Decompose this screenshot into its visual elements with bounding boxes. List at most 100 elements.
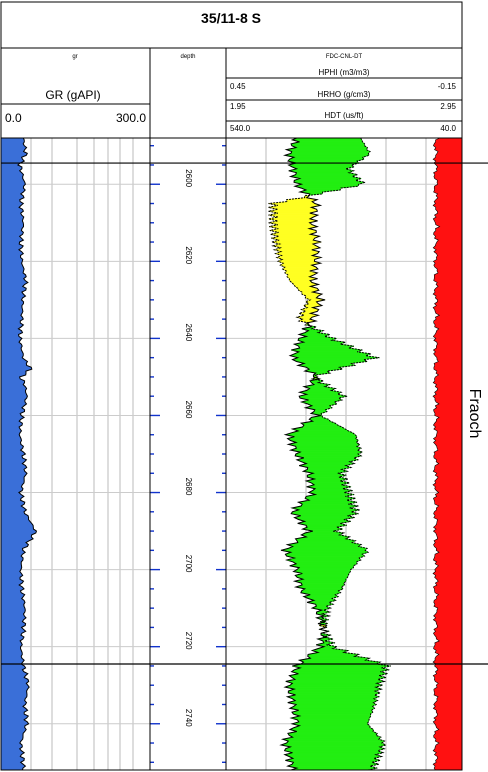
separation-fill [288, 690, 381, 694]
separation-fill [284, 748, 385, 751]
separation-fill [285, 760, 381, 763]
separation-fill [305, 367, 344, 370]
separation-fill [303, 469, 348, 472]
separation-fill [285, 432, 356, 435]
crossover-fill [297, 288, 320, 291]
separation-fill [286, 557, 362, 561]
separation-fill [291, 698, 378, 701]
separation-fill [287, 436, 358, 439]
hdt-scale-left: 540.0 [230, 124, 251, 133]
separation-fill [284, 155, 370, 158]
crossover-fill [275, 251, 320, 254]
separation-fill [285, 681, 385, 684]
hdt-scale-right: 40.0 [440, 124, 456, 133]
separation-fill [284, 750, 384, 753]
depth-label: 2660 [184, 401, 193, 419]
separation-fill [280, 548, 368, 551]
separation-fill [292, 665, 391, 669]
hphi-scale-left: 0.45 [230, 82, 246, 91]
separation-fill [307, 654, 359, 657]
well-title: 35/11-8 S [201, 10, 261, 26]
separation-fill [286, 438, 360, 441]
separation-fill [291, 349, 363, 353]
separation-fill [287, 733, 378, 736]
curve-layer [1, 137, 463, 771]
separation-fill [288, 168, 354, 172]
separation-fill [289, 563, 359, 567]
crossover-fill [281, 266, 319, 270]
separation-fill [287, 765, 378, 769]
separation-fill [287, 700, 378, 703]
separation-fill [288, 442, 361, 445]
separation-fill [300, 503, 359, 507]
separation-fill [296, 567, 355, 570]
separation-fill [294, 667, 390, 671]
separation-fill [285, 434, 358, 437]
separation-fill [292, 723, 371, 726]
gr-curve [17, 137, 38, 771]
separation-fill [291, 762, 379, 765]
separation-fill [302, 424, 342, 428]
separation-fill [288, 170, 354, 173]
separation-fill [296, 459, 358, 462]
separation-fill [292, 721, 369, 725]
separation-fill [294, 183, 360, 187]
zone-layer [1, 162, 488, 665]
separation-fill [293, 182, 366, 185]
hphi-curve-name: HPHI (m3/m3) [318, 68, 369, 77]
crossover-fill [284, 272, 319, 276]
crossover-fill [268, 203, 321, 206]
separation-fill [292, 561, 358, 565]
hrho-curve [268, 137, 391, 771]
separation-fill [300, 422, 339, 426]
separation-fill [286, 147, 368, 150]
separation-fill [281, 744, 386, 748]
hphi-curve [279, 137, 329, 771]
separation-fill [313, 409, 328, 412]
depth-label: 2620 [184, 246, 193, 264]
depth-label: 2640 [184, 324, 193, 342]
separation-fill [287, 158, 365, 162]
separation-fill [289, 706, 376, 709]
depth-label: 2720 [184, 632, 193, 650]
separation-fill [301, 461, 355, 464]
separation-fill [289, 708, 376, 711]
separation-fill [296, 457, 358, 461]
separation-fill [281, 742, 386, 746]
separation-fill [301, 187, 342, 191]
separation-fill [291, 430, 353, 434]
separation-fill [291, 711, 374, 715]
separation-fill [293, 725, 371, 728]
separation-fill [302, 526, 343, 530]
separation-fill [287, 763, 379, 767]
separation-fill [289, 727, 375, 730]
separation-fill [288, 546, 368, 549]
separation-fill [295, 446, 362, 449]
separation-fill [284, 153, 370, 156]
separation-fill [288, 164, 355, 168]
separation-fill [297, 338, 337, 341]
separation-fill [300, 590, 342, 593]
separation-fill [292, 505, 359, 509]
plot-frame [0, 137, 463, 771]
gr-curve-name: GR (gAPI) [45, 88, 100, 102]
hrho-scale-left: 1.95 [230, 102, 246, 111]
separation-fill [284, 754, 382, 757]
hrho-scale-right: 2.95 [440, 102, 456, 111]
separation-fill [298, 345, 354, 349]
zone-label: Fraoch [466, 389, 483, 439]
separation-fill [286, 559, 361, 563]
separation-fill [291, 715, 372, 719]
separation-fill [304, 368, 343, 372]
crossover-fill [268, 214, 318, 218]
separation-fill [287, 702, 378, 705]
separation-fill [294, 178, 362, 181]
depth-axis: 2600 2620 2640 2660 2680 2700 2720 2740 [150, 145, 226, 763]
hrho-curve-name: HRHO (g/cm3) [318, 90, 371, 99]
separation-fill [282, 736, 382, 740]
separation-fill [290, 449, 363, 453]
hphi-scale-right: -0.15 [438, 82, 457, 91]
header-frame [0, 1, 463, 139]
separation-fill [294, 515, 355, 518]
separation-fill [292, 507, 360, 511]
